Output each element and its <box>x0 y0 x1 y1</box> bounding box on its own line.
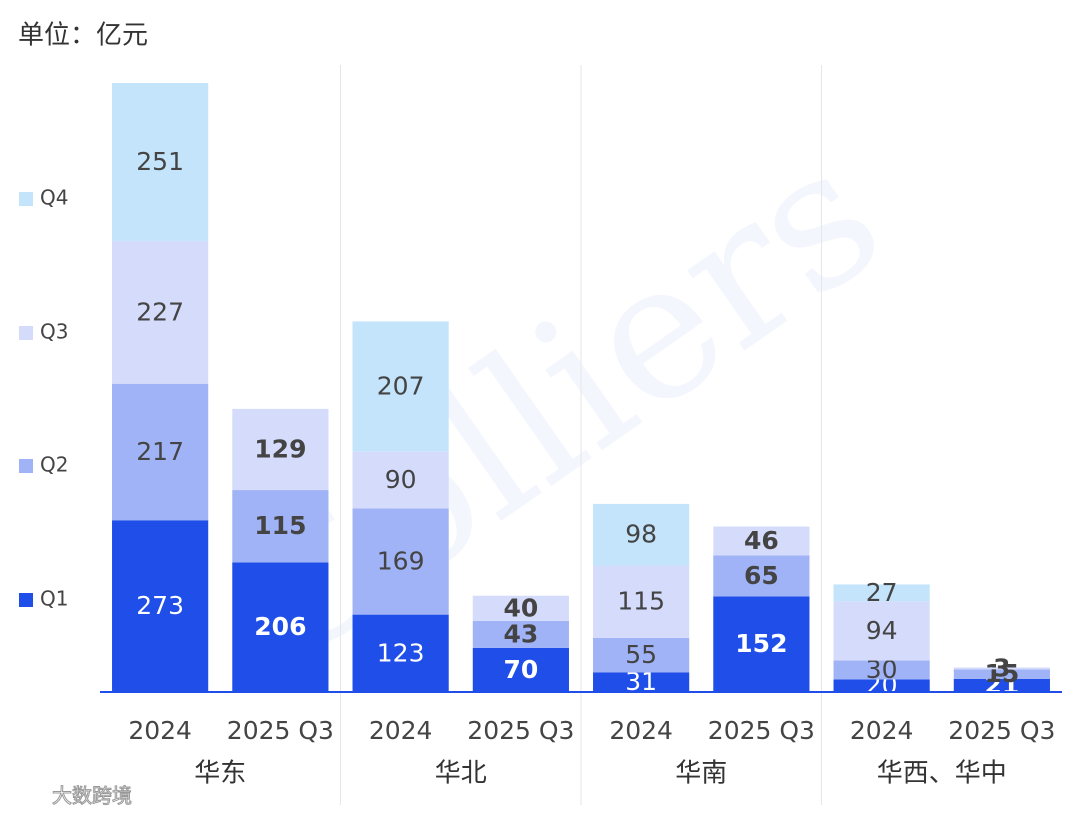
bar-segment <box>472 595 569 621</box>
bar-segment <box>232 408 329 491</box>
data-label: 55 <box>625 640 657 669</box>
bar-segment <box>833 584 930 602</box>
data-label: 129 <box>254 434 306 463</box>
bar-segment <box>593 672 690 692</box>
group-label: 华西、华中 <box>877 759 1007 789</box>
bar-segment <box>713 526 810 556</box>
bar-segment <box>472 620 569 648</box>
group-label: 华北 <box>435 759 487 789</box>
data-label: 98 <box>625 520 657 549</box>
bar-segment <box>833 660 930 680</box>
bar-segment <box>352 508 449 615</box>
bar-segment <box>232 562 329 692</box>
data-label: 115 <box>617 587 665 616</box>
data-label: 43 <box>503 619 538 648</box>
x-tick-label: 2024 <box>850 716 914 745</box>
data-label: 27 <box>866 578 898 607</box>
x-tick-label: 2025 Q3 <box>708 716 815 745</box>
bar-segment <box>713 555 810 597</box>
x-tick-label: 2024 <box>369 716 433 745</box>
data-label: 207 <box>377 372 425 401</box>
group-label: 华东 <box>194 759 246 789</box>
bar-segment <box>112 383 209 521</box>
bar-segment <box>833 679 930 692</box>
x-tick-label: 2024 <box>128 716 192 745</box>
legend-swatch <box>19 192 33 206</box>
bar-segment <box>352 614 449 692</box>
bar-segment <box>713 596 810 692</box>
data-label: 70 <box>503 655 538 684</box>
data-label: 273 <box>136 591 184 620</box>
legend-label: Q3 <box>40 320 68 344</box>
bar-segment <box>593 503 690 566</box>
x-tick-label: 2025 Q3 <box>948 716 1055 745</box>
bar-segment <box>953 678 1050 692</box>
data-label: 3 <box>993 653 1010 682</box>
bar-segment <box>953 667 1050 670</box>
bar-segment <box>112 240 209 384</box>
data-label: 40 <box>503 593 538 622</box>
legend-label: Q4 <box>40 186 68 210</box>
data-label: 123 <box>377 638 425 667</box>
x-tick-label: 2024 <box>609 716 673 745</box>
bar-segment <box>472 647 569 692</box>
bar-segment <box>833 601 930 661</box>
chart-title: 单位：亿元 <box>18 21 148 51</box>
data-label: 15 <box>984 659 1019 688</box>
data-label: 251 <box>136 147 184 176</box>
legend-swatch <box>19 459 33 473</box>
legend-label: Q1 <box>40 587 68 611</box>
legend-swatch <box>19 326 33 340</box>
group-label: 华南 <box>675 759 727 789</box>
bar-segment <box>112 83 209 241</box>
bar-segment <box>112 520 209 692</box>
data-label: 46 <box>744 526 779 555</box>
bar-segment <box>352 451 449 509</box>
data-label: 90 <box>385 465 417 494</box>
bar-segment <box>593 565 690 638</box>
data-label: 169 <box>377 546 425 575</box>
bar-segment <box>953 669 1050 679</box>
x-tick-label: 2025 Q3 <box>467 716 574 745</box>
x-tick-label: 2025 Q3 <box>227 716 334 745</box>
data-label: 115 <box>254 511 306 540</box>
data-label: 206 <box>254 612 306 641</box>
bar-segment <box>593 637 690 673</box>
bar-segment <box>232 490 329 563</box>
bar-segment <box>352 321 449 452</box>
data-label: 94 <box>866 616 898 645</box>
data-label: 227 <box>136 297 184 326</box>
data-label: 217 <box>136 437 184 466</box>
legend-label: Q2 <box>40 453 68 477</box>
data-label: 65 <box>744 561 779 590</box>
source-mark: 大数跨境 <box>52 784 132 808</box>
legend-swatch <box>19 593 33 607</box>
data-label: 152 <box>735 629 787 658</box>
